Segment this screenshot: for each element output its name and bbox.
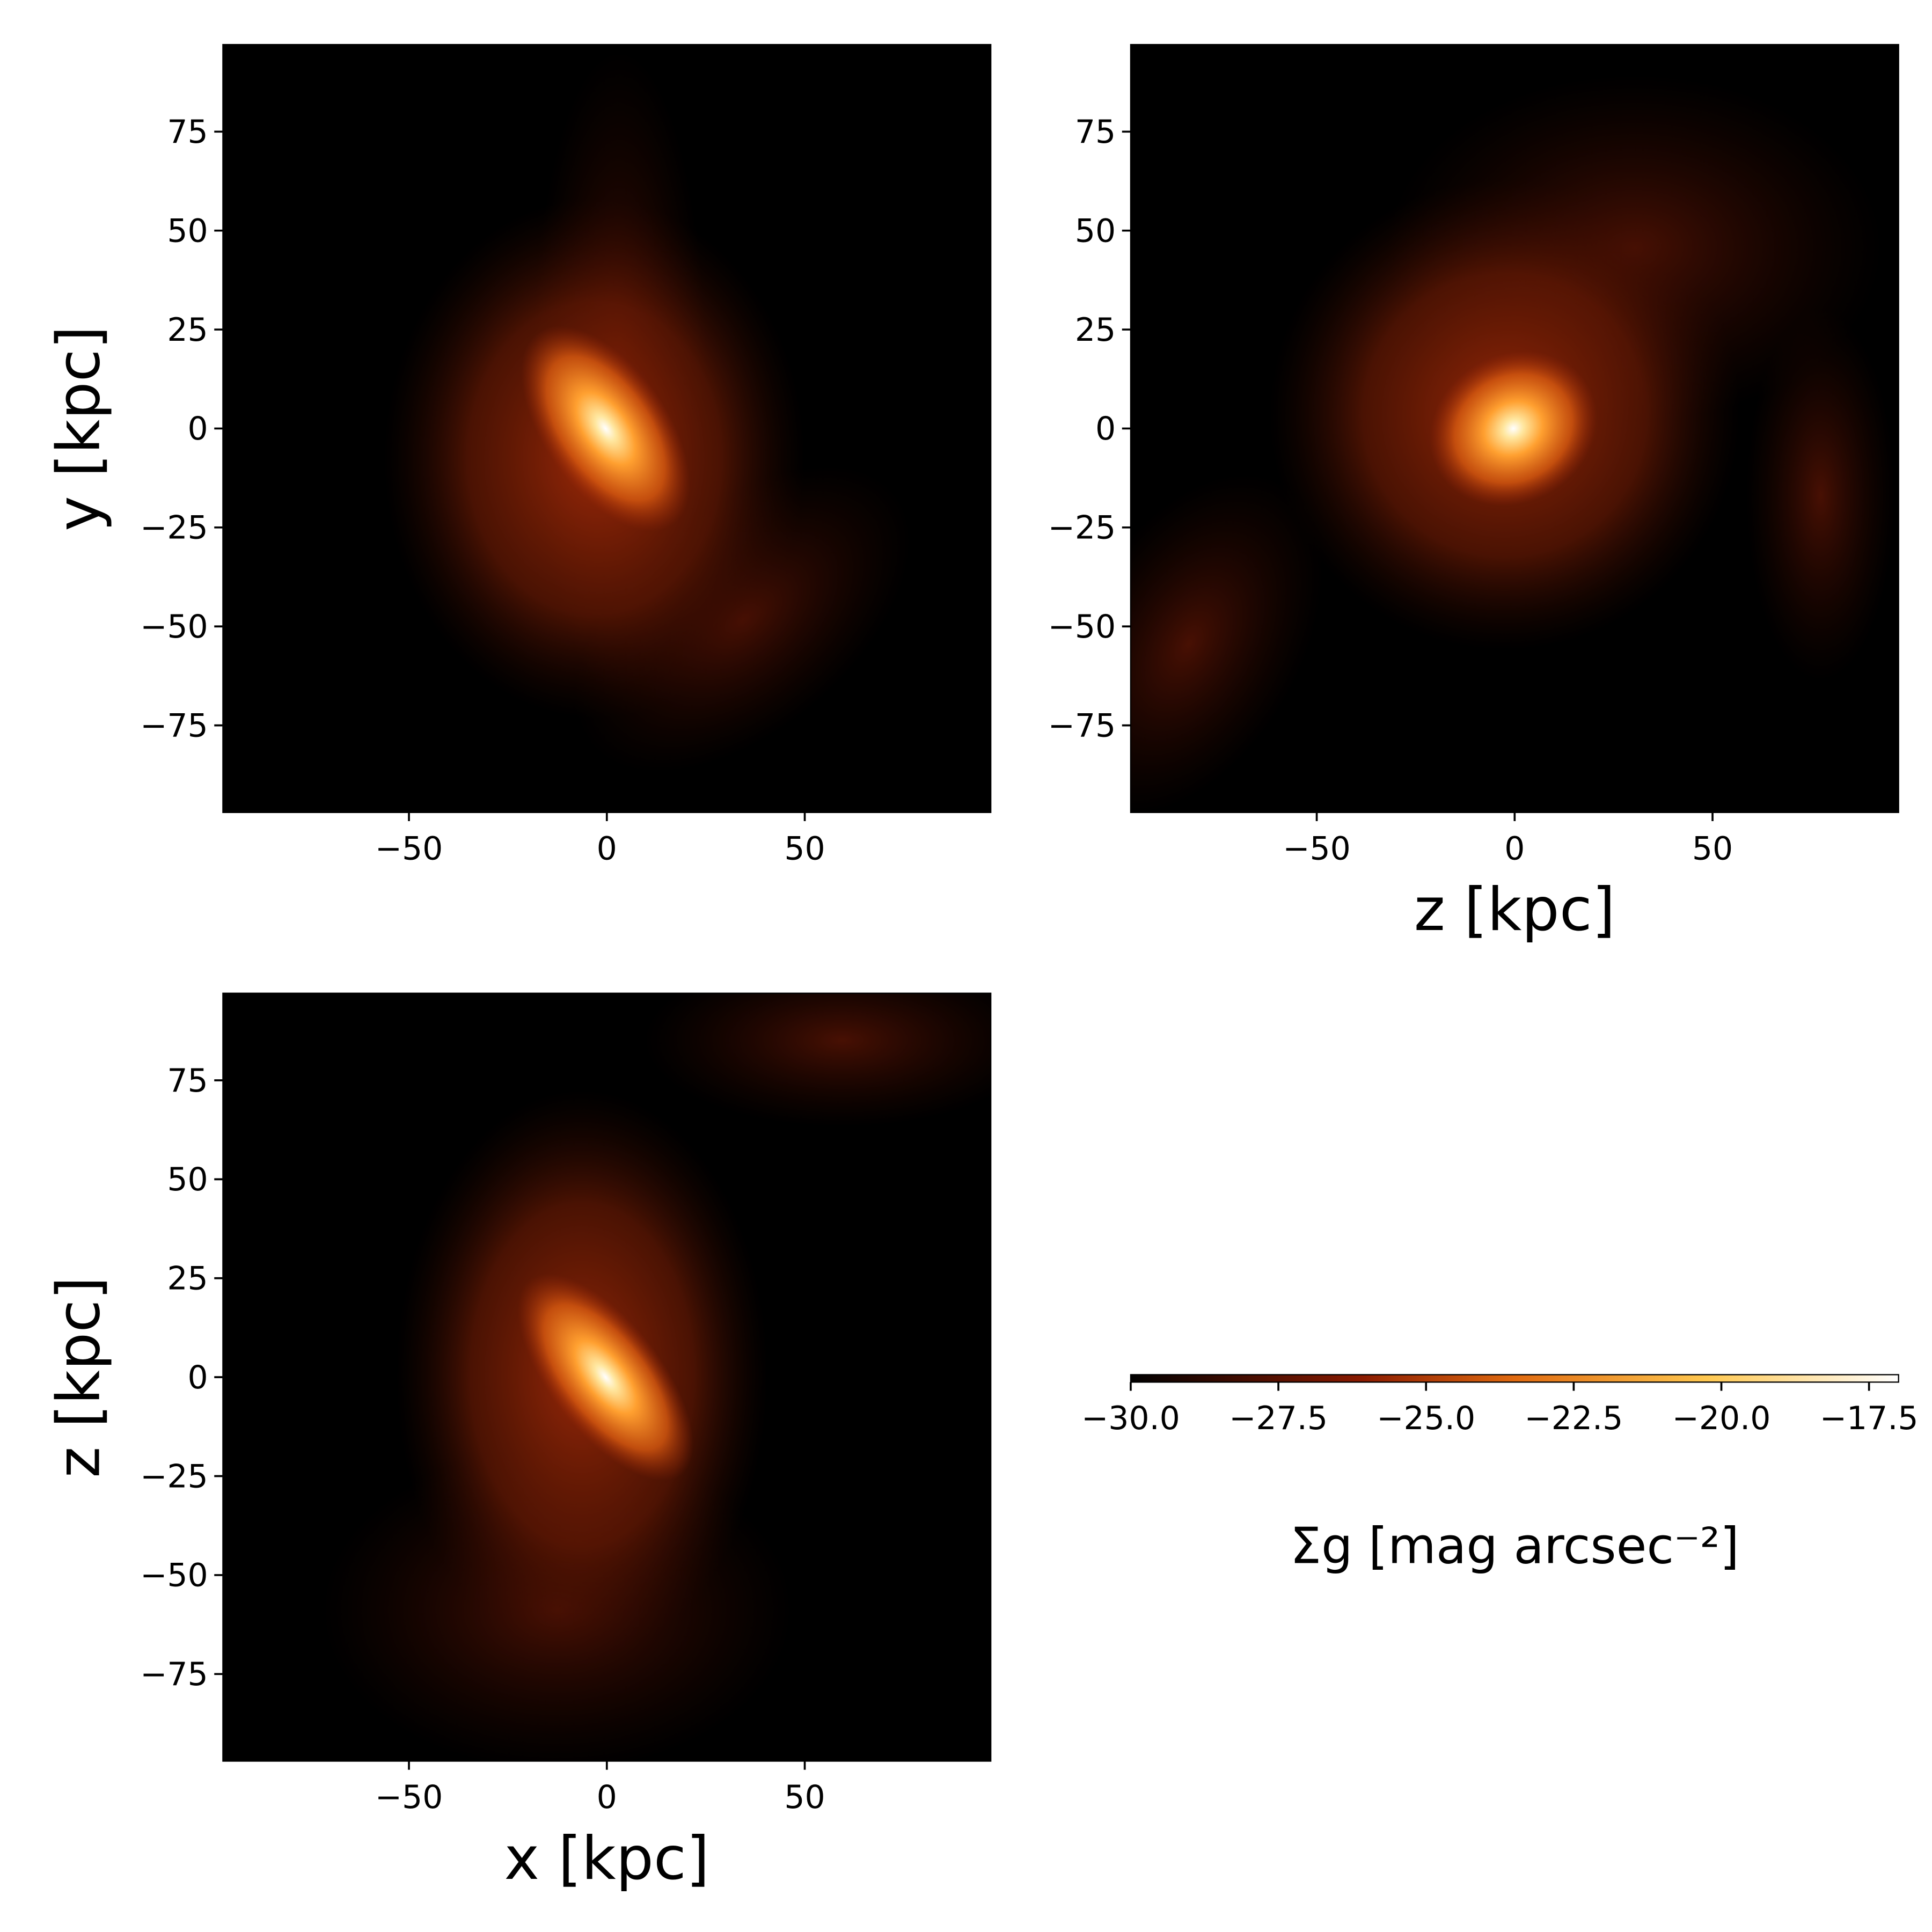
y-tick-label: −50 [140, 1557, 208, 1594]
y-tick-label: −25 [140, 509, 208, 547]
y-tick-label: 0 [1095, 410, 1116, 448]
y-tick-label: −50 [1048, 608, 1116, 646]
y-tick-label: 0 [188, 1359, 208, 1396]
colorbar-tick-label: −27.5 [1229, 1400, 1328, 1437]
y-tick-label: 75 [1075, 113, 1116, 151]
y-tick-label: 25 [167, 311, 208, 349]
x-tick-label: 50 [1692, 830, 1733, 868]
x-tick-label: −50 [375, 830, 443, 868]
x-tick-label: −50 [1283, 830, 1351, 868]
y-tick-label: 75 [167, 113, 208, 151]
colorbar-tick-label: −17.5 [1820, 1400, 1919, 1437]
y-tick-label: 50 [167, 1161, 208, 1198]
y-axis-label: y [kpc] [45, 326, 114, 531]
x-tick-label: 0 [1504, 830, 1525, 868]
colorbar-label: Σg [mag arcsec⁻²] [1290, 1517, 1739, 1575]
y-tick-label: −25 [1048, 509, 1116, 547]
y-tick-label: −75 [1048, 707, 1116, 744]
y-axis-label: z [kpc] [45, 1277, 114, 1478]
y-tick-label: −25 [140, 1458, 208, 1495]
x-tick-label: 50 [784, 830, 825, 868]
y-tick-label: −50 [140, 608, 208, 646]
colorbar-tick-label: −20.0 [1672, 1400, 1771, 1437]
y-tick-label: 50 [1075, 212, 1116, 250]
y-tick-label: −75 [140, 707, 208, 744]
x-tick-label: 50 [784, 1779, 825, 1816]
y-tick-label: 75 [167, 1062, 208, 1100]
y-tick-label: 25 [167, 1260, 208, 1298]
colorbar [1130, 1374, 1899, 1383]
colorbar-tick-label: −22.5 [1524, 1400, 1623, 1437]
y-tick-label: 0 [188, 410, 208, 448]
y-tick-label: 25 [1075, 311, 1116, 349]
x-tick-label: 0 [597, 1779, 617, 1816]
colorbar-tick-label: −30.0 [1081, 1400, 1180, 1437]
x-axis-label: x [kpc] [504, 1824, 710, 1893]
y-tick-label: 50 [167, 212, 208, 250]
x-tick-label: 0 [597, 830, 617, 868]
colorbar-tick-label: −25.0 [1377, 1400, 1475, 1437]
y-tick-label: −75 [140, 1656, 208, 1693]
panel-image [223, 993, 991, 1761]
panel-image [223, 45, 991, 813]
x-tick-label: −50 [375, 1779, 443, 1816]
x-axis-label: z [kpc] [1414, 875, 1615, 945]
panel-image [1130, 45, 1899, 813]
